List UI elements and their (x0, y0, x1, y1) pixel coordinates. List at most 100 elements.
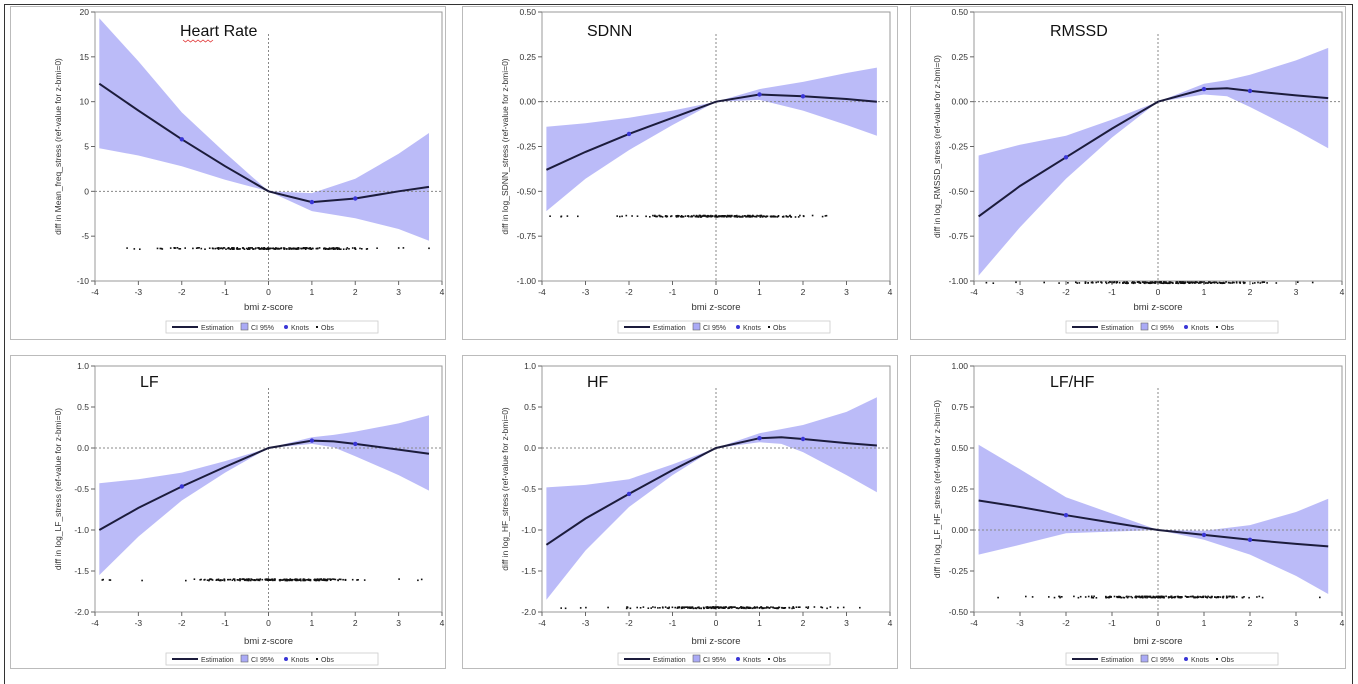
x-tick-label: 0 (1156, 287, 1161, 297)
obs-point (1105, 596, 1107, 599)
obs-point (1131, 596, 1134, 599)
obs-point (706, 216, 709, 218)
obs-point (1180, 282, 1182, 284)
obs-point (707, 606, 710, 609)
obs-point (694, 215, 697, 218)
y-tick-label: -1.0 (521, 525, 536, 535)
obs-point (691, 606, 694, 608)
y-tick-label: 0.50 (519, 7, 536, 17)
y-tick-label: -0.50 (949, 186, 969, 196)
obs-point (327, 248, 329, 250)
obs-point (1187, 281, 1190, 284)
obs-point (356, 579, 358, 581)
obs-point (629, 607, 632, 610)
obs-point (747, 606, 749, 609)
obs-point (1110, 596, 1112, 598)
obs-point (295, 579, 297, 582)
legend-obs-swatch (316, 326, 318, 328)
obs-point (656, 215, 658, 218)
obs-point (636, 606, 638, 609)
obs-point (1170, 281, 1173, 284)
obs-point (1092, 597, 1095, 599)
x-tick-label: -3 (135, 287, 143, 297)
obs-point (770, 215, 772, 218)
obs-point (1210, 596, 1213, 599)
obs-point (197, 247, 199, 249)
obs-point (1117, 596, 1119, 598)
obs-point (736, 216, 738, 218)
obs-point (1120, 596, 1123, 599)
obs-point (1134, 596, 1136, 599)
obs-point (1138, 281, 1140, 284)
obs-points (997, 595, 1321, 599)
obs-point (1138, 595, 1141, 598)
obs-point (1206, 596, 1208, 599)
obs-point (1149, 282, 1152, 284)
chart-svg-hf: -2.0 -1.5 -1.0 -0.5 0.0 0.5 1.0 -4 -3 -2 -1 0 1 2 3 4 bm… (462, 355, 898, 669)
obs-point (698, 607, 701, 610)
obs-point (217, 579, 220, 581)
y-tick-label: -1.5 (521, 566, 536, 576)
obs-point (826, 607, 828, 610)
obs-point (1152, 595, 1155, 598)
obs-point (671, 606, 674, 609)
obs-point (811, 214, 814, 217)
obs-point (1132, 282, 1135, 285)
obs-point (289, 578, 291, 581)
obs-point (751, 607, 754, 610)
obs-point (820, 606, 822, 608)
obs-point (1184, 595, 1187, 598)
legend: Estimation CI 95% Knots Obs (617, 652, 831, 666)
obs-point (254, 579, 257, 582)
obs-point (342, 578, 344, 581)
legend: Estimation CI 95% Knots Obs (617, 320, 831, 334)
obs-point (298, 247, 300, 250)
knot-point (800, 94, 806, 99)
obs-point (1078, 282, 1081, 284)
obs-point (1154, 281, 1156, 283)
obs-point (658, 214, 660, 217)
legend-estimation-label: Estimation (201, 657, 234, 664)
obs-point (289, 247, 292, 249)
obs-point (722, 215, 724, 217)
obs-point (776, 607, 778, 610)
x-tick-label: -2 (178, 287, 186, 297)
obs-point (1123, 596, 1126, 599)
obs-point (255, 578, 258, 581)
obs-point (691, 215, 693, 218)
obs-point (307, 578, 310, 581)
obs-point (344, 578, 347, 581)
x-tick-label: 1 (310, 618, 315, 628)
obs-point (736, 214, 738, 217)
obs-point (678, 215, 680, 217)
x-tick-label: 4 (1340, 618, 1345, 628)
obs-point (1158, 596, 1161, 599)
obs-point (363, 579, 366, 581)
estimation-line (545, 93, 877, 171)
legend-estimation-label: Estimation (1101, 657, 1134, 664)
obs-point (789, 215, 791, 217)
obs-point (1140, 596, 1143, 598)
obs-point (1079, 595, 1082, 598)
obs-point (1097, 281, 1099, 283)
obs-point (797, 606, 800, 608)
obs-point (263, 248, 265, 250)
obs-point (1048, 596, 1050, 598)
y-tick-label: 1.00 (951, 361, 968, 371)
x-tick-label: 0 (714, 287, 719, 297)
obs-point (1108, 281, 1111, 283)
obs-point (761, 216, 764, 218)
obs-point (718, 215, 721, 217)
obs-point (653, 215, 656, 217)
x-tick-label: 4 (888, 287, 893, 297)
obs-point (251, 247, 253, 249)
obs-point (701, 215, 704, 217)
legend-box (1065, 320, 1279, 334)
obs-point (260, 247, 263, 249)
obs-point (1106, 596, 1109, 599)
legend-ci-label: CI 95% (251, 657, 274, 664)
y-tick-label: 0.25 (519, 52, 536, 62)
y-tick-label: -1.5 (74, 566, 89, 576)
obs-point (284, 579, 287, 582)
obs-point (674, 606, 676, 609)
